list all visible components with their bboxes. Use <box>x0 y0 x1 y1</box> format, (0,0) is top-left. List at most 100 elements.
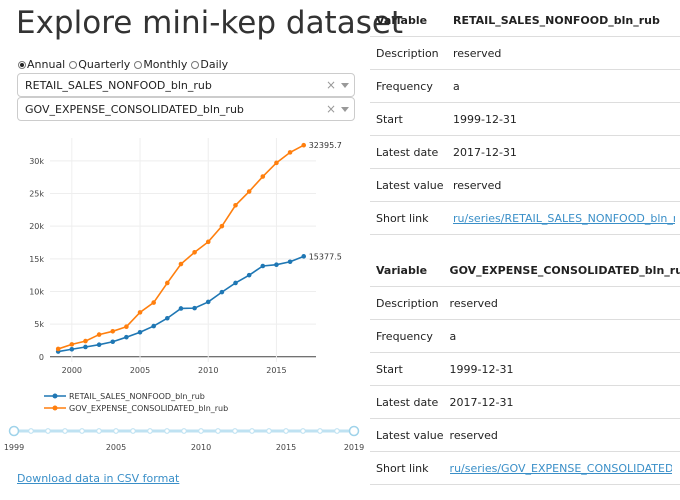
data-point[interactable] <box>246 272 252 278</box>
series-select-1[interactable]: RETAIL_SALES_NONFOOD_bln_rub × <box>17 73 355 97</box>
data-point[interactable] <box>124 324 129 330</box>
slider-mark[interactable] <box>317 428 323 434</box>
radio-quarterly-indicator[interactable] <box>69 60 78 69</box>
table-header-row: Variable GOV_EXPENSE_CONSOLIDATED_bln_rub <box>370 254 680 287</box>
data-point[interactable] <box>69 346 75 352</box>
table-cell: reserved <box>447 168 680 202</box>
y-tick-label: 20k <box>29 222 44 231</box>
slider-mark[interactable] <box>334 428 340 434</box>
data-point[interactable] <box>83 338 88 344</box>
slider-handle-start[interactable] <box>8 425 20 437</box>
frequency-radio-group: Annual Quarterly Monthly Daily <box>18 58 228 71</box>
data-point[interactable] <box>96 342 102 347</box>
data-point[interactable] <box>137 310 143 315</box>
table-cell: ru/series/RETAIL_SALES_NONFOOD_bln_rub/a <box>447 201 680 235</box>
slider-mark[interactable] <box>198 428 204 434</box>
legend-item-retail[interactable]: RETAIL_SALES_NONFOOD_bln_rub <box>44 390 228 402</box>
table-cell: Description <box>370 286 444 320</box>
data-point[interactable] <box>124 334 129 340</box>
slider-mark[interactable] <box>283 428 289 434</box>
legend-item-gov-expense[interactable]: GOV_EXPENSE_CONSOLIDATED_bln_rub <box>44 402 228 414</box>
end-value-label: 32395.7 <box>309 141 342 150</box>
table-cell: Latest value <box>370 168 447 202</box>
data-point[interactable] <box>165 280 170 286</box>
slider-mark[interactable] <box>300 428 306 434</box>
data-point[interactable] <box>69 342 75 347</box>
slider-mark[interactable] <box>147 428 153 434</box>
data-point[interactable] <box>96 332 102 337</box>
slider-mark[interactable] <box>215 428 221 434</box>
data-point[interactable] <box>287 150 293 155</box>
slider-handle-end[interactable] <box>348 425 360 437</box>
radio-label: Monthly <box>143 58 188 71</box>
radio-monthly-indicator[interactable] <box>134 60 143 69</box>
download-csv-link[interactable]: Download data in CSV format <box>17 472 180 485</box>
year-range-slider[interactable]: 1999 2005 2010 2015 2019 <box>0 420 365 460</box>
short-link[interactable]: ru/series/GOV_EXPENSE_CONSOLIDATED_bln_r… <box>449 461 672 475</box>
data-point[interactable] <box>151 300 156 305</box>
data-point[interactable] <box>192 249 197 255</box>
series-info-table-1: Variable RETAIL_SALES_NONFOOD_bln_rub Des… <box>370 4 680 235</box>
table-row: Description reserved <box>370 286 680 320</box>
table-header-row: Variable RETAIL_SALES_NONFOOD_bln_rub <box>370 4 680 37</box>
data-point[interactable] <box>246 189 252 194</box>
radio-daily[interactable]: Daily <box>191 58 228 71</box>
data-point[interactable] <box>260 263 266 269</box>
radio-daily-indicator[interactable] <box>191 60 200 69</box>
slider-mark[interactable] <box>164 428 170 434</box>
table-cell: GOV_EXPENSE_CONSOLIDATED_bln_rub <box>443 254 680 287</box>
y-tick-label: 15k <box>29 255 44 264</box>
data-point[interactable] <box>83 344 88 350</box>
slider-mark[interactable] <box>130 428 136 434</box>
data-point[interactable] <box>274 262 279 267</box>
data-point[interactable] <box>192 305 197 311</box>
data-point[interactable] <box>151 323 156 329</box>
slider-mark[interactable] <box>266 428 272 434</box>
data-point[interactable] <box>233 280 238 286</box>
slider-mark[interactable] <box>249 428 255 434</box>
data-point[interactable] <box>110 339 116 345</box>
slider-mark[interactable] <box>62 428 68 434</box>
radio-annual-indicator[interactable] <box>18 60 26 69</box>
chevron-down-icon[interactable] <box>341 83 349 88</box>
data-point[interactable] <box>165 315 170 321</box>
slider-mark[interactable] <box>232 428 238 434</box>
data-point[interactable] <box>178 306 184 311</box>
clear-icon[interactable]: × <box>325 78 336 92</box>
data-point[interactable] <box>233 202 238 208</box>
data-point[interactable] <box>260 174 266 179</box>
y-tick-label: 10k <box>29 287 44 296</box>
data-point[interactable] <box>274 160 279 166</box>
chevron-down-icon[interactable] <box>341 107 349 112</box>
data-point[interactable] <box>178 261 184 267</box>
data-point[interactable] <box>287 259 293 265</box>
slider-mark[interactable] <box>181 428 187 434</box>
slider-mark[interactable] <box>28 428 34 434</box>
slider-mark[interactable] <box>45 428 51 434</box>
radio-monthly[interactable]: Monthly <box>134 58 187 71</box>
data-point[interactable] <box>301 254 307 259</box>
slider-label: 2019 <box>344 443 364 452</box>
end-value-label: 15377.5 <box>309 252 342 261</box>
data-point[interactable] <box>219 223 225 229</box>
clear-icon[interactable]: × <box>325 102 336 116</box>
data-point[interactable] <box>205 299 211 305</box>
y-tick-label: 5k <box>34 320 44 329</box>
series-line[interactable] <box>57 144 305 350</box>
radio-annual[interactable]: Annual <box>18 58 65 71</box>
data-point[interactable] <box>55 346 61 352</box>
data-point[interactable] <box>219 289 225 295</box>
data-point[interactable] <box>205 239 211 245</box>
short-link[interactable]: ru/series/RETAIL_SALES_NONFOOD_bln_rub/a <box>453 211 675 225</box>
series-select-2[interactable]: GOV_EXPENSE_CONSOLIDATED_bln_rub × <box>17 97 355 121</box>
radio-quarterly[interactable]: Quarterly <box>69 58 130 71</box>
line-chart[interactable]: 0 5k 10k 15k 20k 25k 30k 2000 2005 2010 2015 15377.… <box>0 130 365 380</box>
data-point[interactable] <box>301 142 307 148</box>
slider-mark[interactable] <box>79 428 85 434</box>
table-cell: reserved <box>447 36 680 70</box>
data-point[interactable] <box>137 329 143 335</box>
slider-mark[interactable] <box>113 428 119 434</box>
data-point[interactable] <box>110 329 116 334</box>
table-cell: 2017-12-31 <box>443 385 680 419</box>
slider-mark[interactable] <box>96 428 102 434</box>
